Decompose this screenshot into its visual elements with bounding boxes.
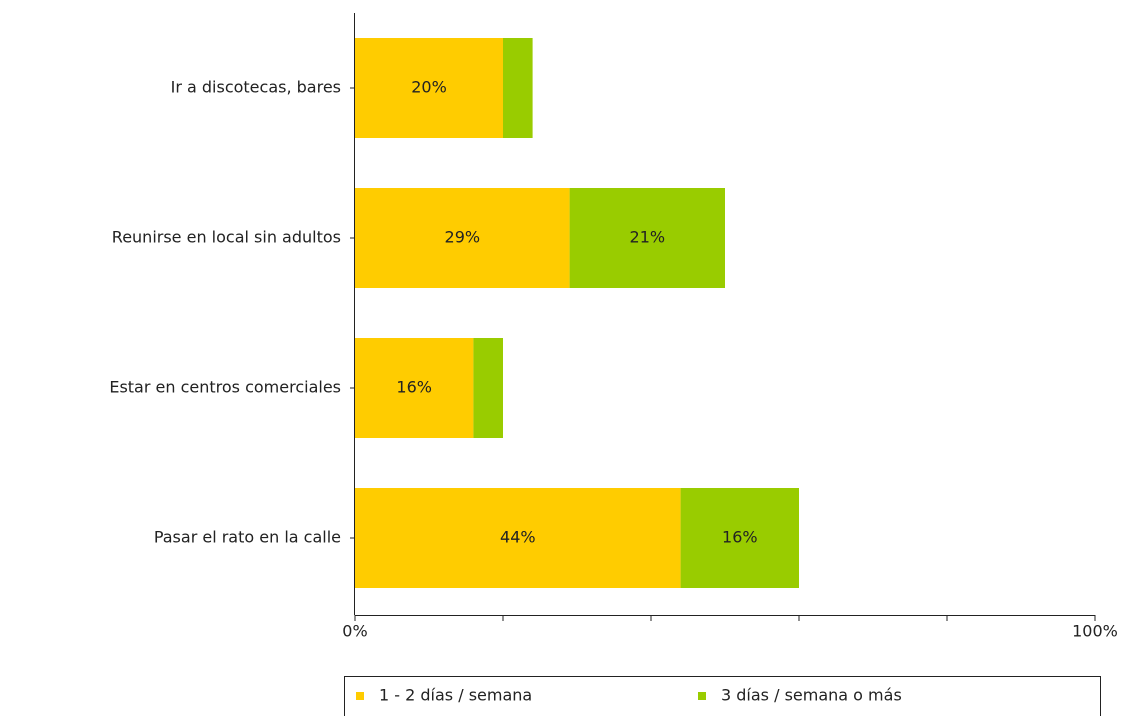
y-tick-label: Estar en centros comerciales: [109, 378, 341, 397]
legend-swatch: [698, 692, 706, 700]
data-label: 29%: [445, 228, 481, 247]
y-tick-label: Pasar el rato en la calle: [154, 528, 341, 547]
y-tick-label: Ir a discotecas, bares: [171, 78, 341, 97]
data-label: 21%: [630, 228, 666, 247]
bar-segment: [355, 488, 681, 588]
legend-box: [344, 676, 1101, 716]
data-label: 20%: [411, 78, 447, 97]
x-tick-label: 100%: [1072, 622, 1118, 641]
y-tick-label: Reunirse en local sin adultos: [112, 228, 341, 247]
bar-segment: [355, 338, 474, 438]
bar-segment: [473, 338, 503, 438]
legend-label: 1 - 2 días / semana: [379, 686, 532, 705]
bar-segment: [569, 188, 725, 288]
data-label: 44%: [500, 528, 536, 547]
bar-segment: [355, 38, 503, 138]
x-tick-label: 0%: [342, 622, 367, 641]
data-label: 16%: [722, 528, 758, 547]
bar-segment: [680, 488, 799, 588]
data-label: 16%: [396, 378, 432, 397]
bar-segment: [503, 38, 533, 138]
bar-segment: [355, 188, 570, 288]
legend-swatch: [356, 692, 364, 700]
legend-label: 3 días / semana o más: [721, 686, 902, 705]
